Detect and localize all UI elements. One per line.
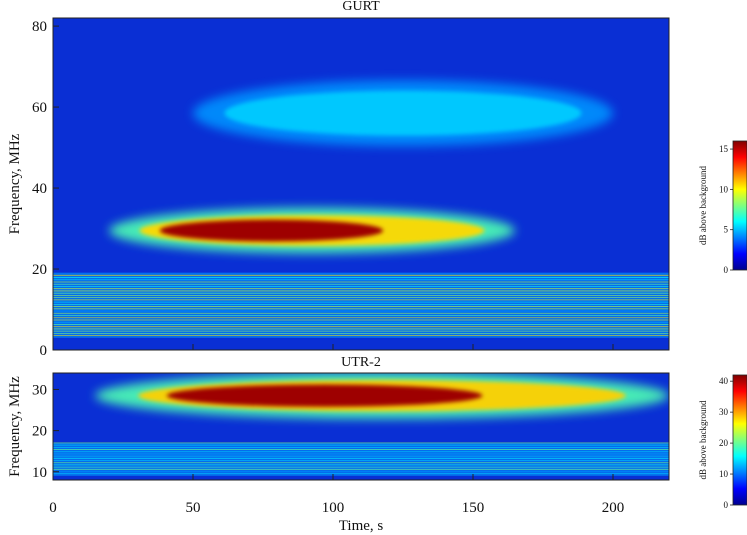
gurt-plot-frame bbox=[52, 17, 670, 351]
gurt-colorbar-tick-label: 5 bbox=[724, 225, 729, 235]
x-tick-label: 150 bbox=[462, 500, 485, 516]
utr2-x-ticks: 0 50 100 150 200 bbox=[49, 474, 624, 516]
gurt-colorbar-tick-label: 15 bbox=[719, 144, 729, 154]
x-tick-label: 0 bbox=[49, 500, 57, 516]
gurt-rfi-band bbox=[53, 273, 669, 338]
utr2-y-ticks: 10 20 30 bbox=[32, 382, 59, 481]
gurt-panel-title: GURT bbox=[342, 0, 380, 14]
gurt-colorbar-tick-label: 0 bbox=[724, 265, 729, 275]
utr-y-tick-label: 30 bbox=[32, 382, 47, 398]
utr2-colorbar-bar bbox=[732, 374, 747, 506]
x-axis-label: Time, s bbox=[339, 518, 384, 534]
utr2-colorbar-ticks: 0 10 20 30 40 bbox=[719, 376, 733, 510]
x-tick-label: 100 bbox=[322, 500, 345, 516]
gurt-y-tick-label: 0 bbox=[40, 343, 48, 359]
gurt-colorbar-bar bbox=[732, 140, 747, 271]
utr-burst-core bbox=[166, 384, 483, 407]
utr2-colorbar: 0 10 20 30 40 dB above background bbox=[698, 374, 747, 510]
gurt-colorbar-label: dB above background bbox=[698, 166, 708, 245]
utr2-plot-frame bbox=[52, 372, 670, 481]
utr-y-tick-label: 20 bbox=[32, 424, 47, 440]
utr2-y-axis-label: Frequency, MHz bbox=[7, 376, 23, 477]
gurt-burst-body bbox=[224, 90, 582, 136]
gurt-panel: 0 20 40 60 80 GURT Frequency, MHz bbox=[7, 0, 670, 359]
utr-colorbar-tick-label: 30 bbox=[719, 407, 729, 417]
gurt-burst-core bbox=[159, 219, 384, 242]
utr-rfi-band bbox=[53, 442, 669, 476]
gurt-colorbar: 0 5 10 15 dB above background bbox=[698, 140, 747, 275]
utr2-colorbar-label: dB above background bbox=[698, 400, 708, 479]
gurt-y-axis-label: Frequency, MHz bbox=[7, 133, 23, 234]
gurt-y-ticks: 0 20 40 60 80 bbox=[32, 19, 59, 359]
gurt-y-tick-label: 20 bbox=[32, 262, 47, 278]
utr-colorbar-tick-label: 0 bbox=[724, 500, 729, 510]
gurt-x-ticks bbox=[52, 344, 614, 350]
x-tick-label: 50 bbox=[186, 500, 201, 516]
gurt-y-tick-label: 80 bbox=[32, 19, 47, 35]
x-tick-label: 200 bbox=[602, 500, 625, 516]
gurt-colorbar-ticks: 0 5 10 15 bbox=[719, 144, 733, 275]
gurt-colorbar-tick-label: 10 bbox=[719, 184, 729, 194]
utr2-panel: 0 50 100 150 200 10 20 30 UTR-2 Frequency, MHz… bbox=[7, 355, 670, 534]
utr-y-tick-label: 10 bbox=[32, 465, 47, 481]
utr-colorbar-tick-label: 40 bbox=[719, 376, 729, 386]
gurt-spectrogram-image bbox=[53, 80, 669, 338]
utr-colorbar-tick-label: 20 bbox=[719, 438, 729, 448]
gurt-y-tick-label: 40 bbox=[32, 181, 47, 197]
utr2-spectrogram-image bbox=[53, 373, 669, 476]
utr-colorbar-tick-label: 10 bbox=[719, 469, 729, 479]
utr2-panel-title: UTR-2 bbox=[341, 355, 381, 370]
gurt-y-tick-label: 60 bbox=[32, 100, 47, 116]
